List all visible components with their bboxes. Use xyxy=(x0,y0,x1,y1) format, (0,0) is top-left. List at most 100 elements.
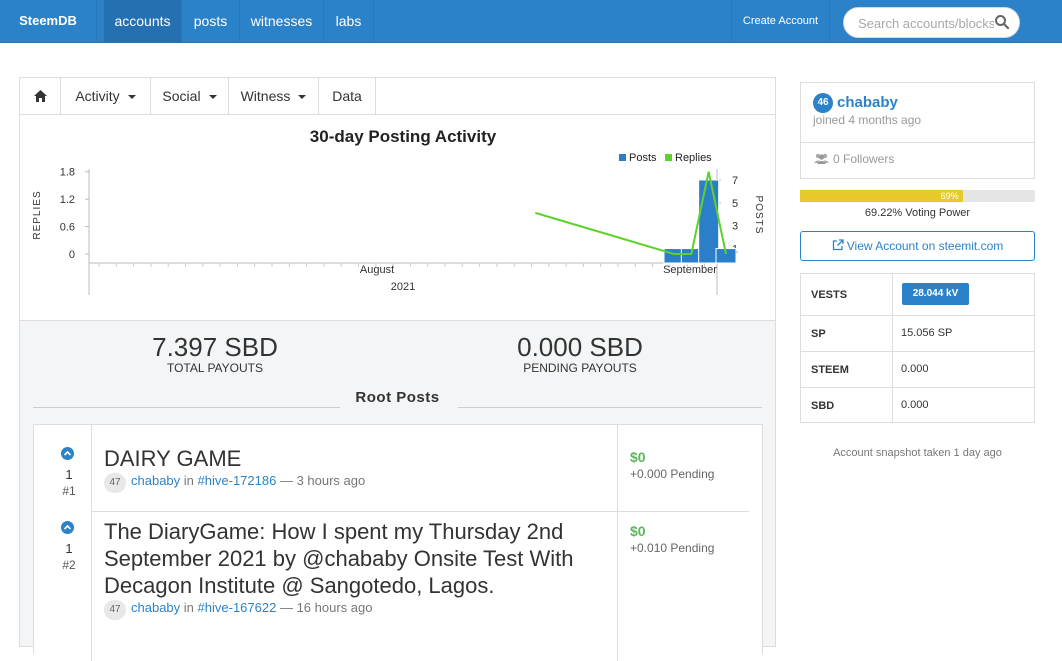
brand-link[interactable]: SteemDB xyxy=(0,0,97,42)
chart-title: 30-day Posting Activity xyxy=(310,127,497,146)
payout-amount: $0 xyxy=(630,523,646,539)
profile-name[interactable]: chababy xyxy=(837,94,898,111)
author-link[interactable]: chababy xyxy=(131,600,181,615)
nav-posts[interactable]: posts xyxy=(182,0,240,42)
users-icon xyxy=(814,153,829,164)
vests-badge: 28.044 kV xyxy=(902,283,969,305)
vote-column xyxy=(34,425,92,511)
snapshot-note: Account snapshot taken 1 day ago xyxy=(833,447,1002,459)
left-axis-tick-label: 1.8 xyxy=(60,167,75,179)
community-link[interactable]: #hive-167622 xyxy=(197,600,277,615)
legend-swatch-posts xyxy=(619,154,626,161)
stat-row: VESTS 28.044 kV xyxy=(801,274,1034,316)
upvote-icon[interactable] xyxy=(61,447,74,460)
pending-payouts: 0.000 SBD PENDING PAYOUTS xyxy=(470,333,690,375)
post-time: — 16 hours ago xyxy=(279,600,373,615)
post-meta: 47 chababy in #hive-167622 — 16 hours ago xyxy=(104,600,372,620)
x-axis-year-label: 2021 xyxy=(391,281,415,293)
upvote-icon[interactable] xyxy=(61,521,74,534)
community-link[interactable]: #hive-172186 xyxy=(197,473,277,488)
voting-power-bar-label: 69% xyxy=(940,191,959,201)
stat-key: SBD xyxy=(811,400,835,412)
tab-data-label: Data xyxy=(332,88,362,104)
external-link-icon xyxy=(832,239,844,251)
home-icon xyxy=(33,90,47,102)
posts-bar xyxy=(715,248,737,264)
post-rank: #2 xyxy=(62,558,76,572)
nav-labs[interactable]: labs xyxy=(324,0,374,42)
divider xyxy=(458,407,762,408)
stat-row: STEEM 0.000 xyxy=(801,352,1034,388)
voting-power-bar: 69% xyxy=(800,190,1035,202)
post-meta: 47 chababy in #hive-172186 — 3 hours ago xyxy=(104,473,365,493)
profile-card: 46 chababy joined 4 months ago 0 Followe… xyxy=(800,82,1035,179)
total-payouts-amount: 7.397 SBD xyxy=(152,332,278,362)
post-row: 1 #1 DAIRY GAME 47 chababy in #hive-17218… xyxy=(34,425,762,511)
post-time: — 3 hours ago xyxy=(279,473,366,488)
stat-key: STEEM xyxy=(811,364,849,376)
nav-witnesses[interactable]: witnesses xyxy=(240,0,324,42)
author-link[interactable]: chababy xyxy=(131,473,181,488)
in-text: in xyxy=(183,600,194,615)
nav-accounts[interactable]: accounts xyxy=(104,0,182,42)
tab-home[interactable] xyxy=(20,78,61,114)
view-account-label: View Account on steemit.com xyxy=(846,239,1004,253)
account-tabbar: Activity Social Witness Data xyxy=(20,78,775,115)
legend-label-replies: Replies xyxy=(675,152,712,164)
tab-witness[interactable]: Witness xyxy=(229,78,319,114)
account-stats-table: VESTS 28.044 kV SP 15.056 SP STEEM 0.000… xyxy=(800,273,1035,423)
x-axis-label-september: September xyxy=(663,264,717,276)
post-title[interactable]: DAIRY GAME xyxy=(104,446,242,471)
post-title[interactable]: The DiaryGame: How I spent my Thursday 2… xyxy=(104,519,574,598)
chart-svg: 30-day Posting Activity Posts Replies 0 0.6 1… xyxy=(32,127,764,295)
divider xyxy=(892,274,893,422)
left-axis-tick-label: 1.2 xyxy=(60,194,75,206)
account-main-panel: Activity Social Witness Data 30-day Post… xyxy=(19,77,776,661)
chevron-down-icon xyxy=(208,95,217,100)
reputation-badge: 46 xyxy=(813,93,833,113)
stat-row: SP 15.056 SP xyxy=(801,316,1034,352)
search-box xyxy=(843,7,1020,38)
stat-value: 0.000 xyxy=(901,399,929,411)
stat-key: SP xyxy=(811,328,826,340)
tab-activity-label: Activity xyxy=(75,88,120,104)
total-payouts: 7.397 SBD TOTAL PAYOUTS xyxy=(105,333,325,375)
chevron-down-icon xyxy=(298,95,307,100)
legend-label-posts: Posts xyxy=(629,152,657,164)
payout-pending: +0.010 Pending xyxy=(630,541,715,555)
view-account-button[interactable]: View Account on steemit.com xyxy=(800,231,1035,261)
root-posts-list: 1 #1 DAIRY GAME 47 chababy in #hive-17218… xyxy=(33,424,763,661)
tab-activity[interactable]: Activity xyxy=(61,78,151,114)
chevron-down-icon xyxy=(127,95,136,100)
divider xyxy=(92,511,749,512)
tab-social[interactable]: Social xyxy=(151,78,229,114)
vote-column xyxy=(34,511,92,661)
tab-witness-label: Witness xyxy=(240,88,291,104)
post-payout: $0 +0.010 Pending xyxy=(617,511,762,661)
divider xyxy=(33,407,340,408)
left-axis-tick-label: 0.6 xyxy=(60,222,75,234)
legend-swatch-replies xyxy=(665,154,672,161)
create-account-link[interactable]: Create Account xyxy=(731,0,830,42)
profile-joined: joined 4 months ago xyxy=(813,113,922,127)
in-text: in xyxy=(183,473,194,488)
replies-line xyxy=(535,171,727,255)
vote-count: 1 xyxy=(65,541,73,556)
tab-data[interactable]: Data xyxy=(319,78,376,114)
tab-social-label: Social xyxy=(162,88,201,104)
search-icon[interactable] xyxy=(994,14,1010,30)
left-axis-tick-label: 0 xyxy=(69,249,75,261)
right-axis-tick-label: 3 xyxy=(732,221,738,233)
followers-link[interactable]: 0 Followers xyxy=(814,152,894,166)
top-navbar: SteemDB accounts posts witnesses labs Cr… xyxy=(0,0,1062,43)
search-input[interactable] xyxy=(856,14,996,32)
stat-key: VESTS xyxy=(811,289,848,301)
voting-power-text: 69.22% Voting Power xyxy=(864,207,971,219)
vote-count: 1 xyxy=(65,467,73,482)
right-axis-tick-label: 7 xyxy=(732,175,738,187)
stat-value: 0.000 xyxy=(901,363,929,375)
pending-payouts-amount: 0.000 SBD xyxy=(517,332,643,362)
author-reputation: 47 xyxy=(104,600,126,620)
posting-activity-chart: 30-day Posting Activity Posts Replies 0 0.6 1… xyxy=(20,115,775,321)
pending-payouts-label: PENDING PAYOUTS xyxy=(523,361,637,375)
